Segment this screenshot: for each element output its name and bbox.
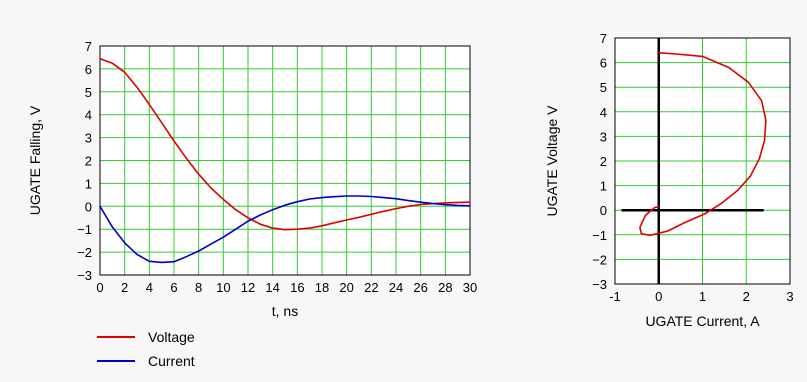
x-tick-label: 1 xyxy=(699,289,706,304)
y-tick-label: −1 xyxy=(77,222,92,237)
y-axis-label: UGATE Falling, V xyxy=(27,105,43,215)
x-tick-label: 2 xyxy=(743,289,750,304)
y-tick-label: 6 xyxy=(85,62,92,77)
y-tick-label: −3 xyxy=(592,277,607,292)
x-tick-label: 14 xyxy=(265,280,279,295)
x-tick-label: 22 xyxy=(364,280,378,295)
x-tick-label: 12 xyxy=(241,280,255,295)
y-tick-label: 7 xyxy=(600,31,607,46)
x-tick-label: 8 xyxy=(195,280,202,295)
y-tick-label: 6 xyxy=(600,56,607,71)
y-tick-label: 0 xyxy=(85,199,92,214)
y-tick-label: 3 xyxy=(85,131,92,146)
x-tick-label: -1 xyxy=(609,289,621,304)
x-tick-label: 2 xyxy=(121,280,128,295)
y-tick-label: 5 xyxy=(85,85,92,100)
y-tick-label: −3 xyxy=(77,268,92,283)
legend-label-voltage: Voltage xyxy=(148,329,195,345)
x-axis-label: t, ns xyxy=(272,303,298,319)
x-tick-label: 28 xyxy=(438,280,452,295)
x-tick-label: 18 xyxy=(315,280,329,295)
x-tick-label: 24 xyxy=(389,280,403,295)
legend-label-current: Current xyxy=(148,353,195,369)
y-tick-label: −2 xyxy=(592,252,607,267)
y-tick-label: −1 xyxy=(592,228,607,243)
y-tick-label: 3 xyxy=(600,129,607,144)
x-tick-label: 3 xyxy=(786,289,793,304)
y-tick-label: 0 xyxy=(600,203,607,218)
x-tick-label: 6 xyxy=(170,280,177,295)
y-tick-label: 4 xyxy=(600,105,607,120)
plot-frame xyxy=(99,45,471,276)
series-line-current xyxy=(99,195,471,264)
time-domain-chart: 0 2 4 6 8 10 12 14 16 18 20 22 24 26 28 30−3−2−10123456… xyxy=(27,39,477,319)
y-tick-label: −2 xyxy=(77,245,92,260)
y-axis-label: UGATE Voltage V xyxy=(544,105,560,217)
x-tick-label: 0 xyxy=(655,289,662,304)
series-line-voltage xyxy=(99,57,471,231)
y-tick-label: 7 xyxy=(85,39,92,54)
x-axis-label: UGATE Current, A xyxy=(645,313,760,329)
x-tick-label: 20 xyxy=(339,280,353,295)
y-tick-label: 2 xyxy=(600,154,607,169)
x-tick-label: 10 xyxy=(216,280,230,295)
x-tick-label: 4 xyxy=(146,280,153,295)
series-line-trajectory xyxy=(639,52,767,237)
x-tick-label: 30 xyxy=(463,280,477,295)
plot-frame xyxy=(614,37,791,285)
y-tick-label: 4 xyxy=(85,108,92,123)
x-tick-label: 0 xyxy=(96,280,103,295)
iv-trajectory-chart: -1 0 1 2 3 −3 −2 −1 0 1 2 3 4 5 6 7 UGATE Current, A UGAT… xyxy=(544,31,794,329)
y-tick-label: 2 xyxy=(85,154,92,169)
y-tick-label: 5 xyxy=(600,80,607,95)
y-tick-label: 1 xyxy=(85,176,92,191)
legend: Voltage Current xyxy=(97,329,195,369)
x-tick-label: 26 xyxy=(413,280,427,295)
x-tick-label: 16 xyxy=(290,280,304,295)
y-tick-label: 1 xyxy=(600,179,607,194)
